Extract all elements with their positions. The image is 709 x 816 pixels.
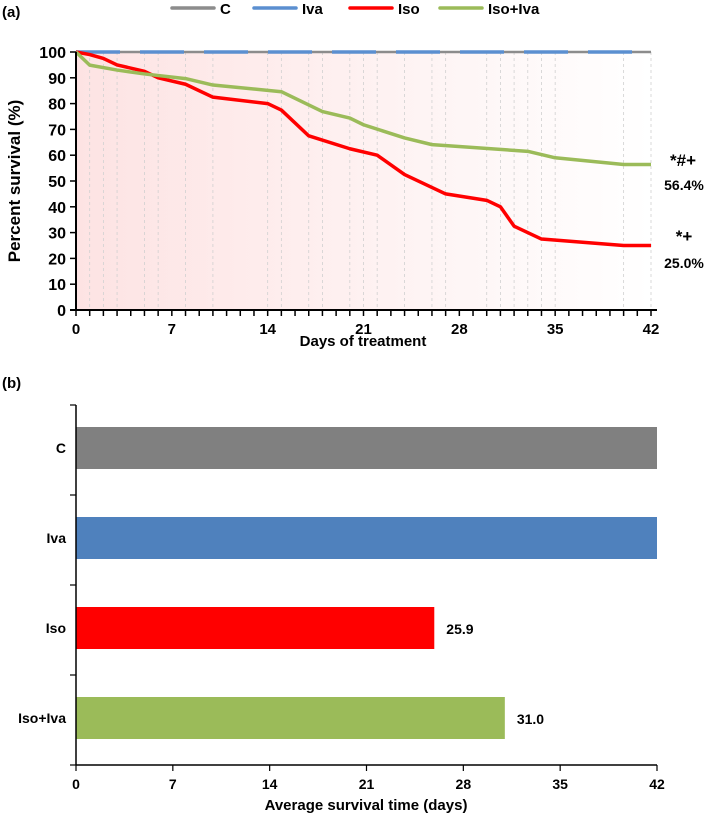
x-tick-label: 42	[643, 321, 660, 338]
x-tick-label: 7	[168, 321, 176, 338]
series-line-iso	[75, 50, 651, 248]
annotation-iso-symbol: *+	[676, 227, 693, 246]
x-tick-label-b: 35	[552, 776, 568, 792]
x-tick-label-b: 7	[169, 776, 177, 792]
y-tick-label: 50	[48, 174, 66, 191]
bar-iva	[76, 517, 657, 559]
y-tick-label: 70	[48, 122, 66, 139]
category-label: Iso	[46, 620, 66, 636]
x-tick-label: 28	[451, 321, 468, 338]
legend-label: Iso+Iva	[488, 1, 540, 18]
x-tick-label-b: 28	[456, 776, 472, 792]
panel-label-a: (a)	[2, 4, 20, 21]
bar-iso	[76, 607, 435, 649]
legend-label: Iva	[302, 1, 324, 18]
data-label: 31.0	[517, 711, 544, 727]
x-tick-label: 0	[72, 321, 80, 338]
y-axis-label: Percent survival (%)	[5, 100, 24, 263]
legend-label: C	[220, 1, 231, 18]
data-label: 25.9	[446, 621, 473, 637]
y-tick-label: 20	[48, 251, 66, 268]
annotation-isoiva-symbol: *#+	[670, 151, 696, 170]
category-label: Iso+Iva	[18, 710, 66, 726]
bar-iso-iva	[76, 697, 505, 739]
y-tick-label: 10	[48, 277, 66, 294]
survival-line-chart: (a) C Iva Iso Iso+Iva 010203040506070809010…	[2, 1, 704, 350]
y-tick-label: 60	[48, 148, 66, 165]
x-tick-label: 35	[547, 321, 564, 338]
category-label: C	[56, 440, 66, 456]
legend-label: Iso	[398, 1, 420, 18]
x-tick-label: 21	[355, 321, 372, 338]
x-tick-label: 14	[259, 321, 276, 338]
x-tick-label-b: 42	[649, 776, 665, 792]
y-tick-label: 30	[48, 226, 66, 243]
y-tick-label: 0	[57, 303, 66, 320]
series-line-iso-iva	[74, 50, 651, 167]
x-tick-label-b: 0	[72, 776, 80, 792]
panel-label-b: (b)	[2, 375, 21, 392]
y-tick-label: 40	[48, 200, 66, 217]
category-label: Iva	[47, 530, 67, 546]
x-axis-label: Days of treatment	[300, 333, 427, 350]
x-axis-label-b: Average survival time (days)	[265, 797, 468, 814]
x-tick-label-b: 14	[262, 776, 278, 792]
y-tick-label: 80	[48, 97, 66, 114]
x-tick-label-b: 21	[359, 776, 375, 792]
y-tick-label: 90	[48, 71, 66, 88]
y-tick-label: 100	[39, 45, 66, 62]
bar-c	[76, 427, 657, 469]
annotation-iso-value: 25.0%	[664, 255, 704, 271]
annotation-isoiva-value: 56.4%	[664, 177, 704, 193]
